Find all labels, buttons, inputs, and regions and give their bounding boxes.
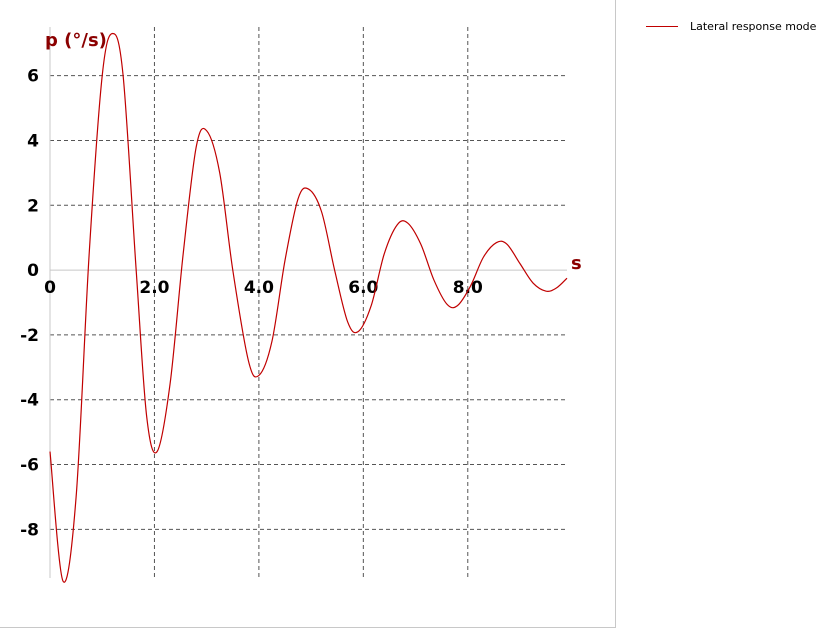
legend: Lateral response mode [646, 20, 816, 33]
series-line-lateral-response-mode [49, 32, 568, 583]
y-tick-label: -8 [20, 520, 39, 540]
x-tick-label: 4.0 [244, 278, 274, 298]
legend-label: Lateral response mode [690, 20, 817, 33]
y-tick-label: 6 [27, 67, 39, 87]
plot-panel: 0 2.0 4.0 6.0 8.0 6 4 2 0 -2 -4 -6 -8 p (°/s) s [0, 0, 616, 628]
x-axis-label: s [571, 253, 582, 274]
y-tick-label: -2 [20, 326, 39, 346]
x-tick-label: 0 [44, 278, 56, 298]
y-tick-label: -6 [20, 456, 39, 476]
y-tick-label: 0 [27, 261, 39, 281]
y-axis-label: p (°/s) [45, 30, 107, 51]
legend-line-swatch [646, 26, 678, 27]
y-tick-label: 2 [27, 196, 39, 216]
y-tick-label: 4 [27, 131, 39, 151]
x-tick-label: 2.0 [139, 278, 169, 298]
chart-plot: 0 2.0 4.0 6.0 8.0 6 4 2 0 -2 -4 -6 -8 p (°/s) s [20, 27, 582, 583]
y-tick-label: -4 [20, 391, 39, 411]
x-tick-label: 8.0 [453, 278, 483, 298]
x-tick-label: 6.0 [348, 278, 378, 298]
